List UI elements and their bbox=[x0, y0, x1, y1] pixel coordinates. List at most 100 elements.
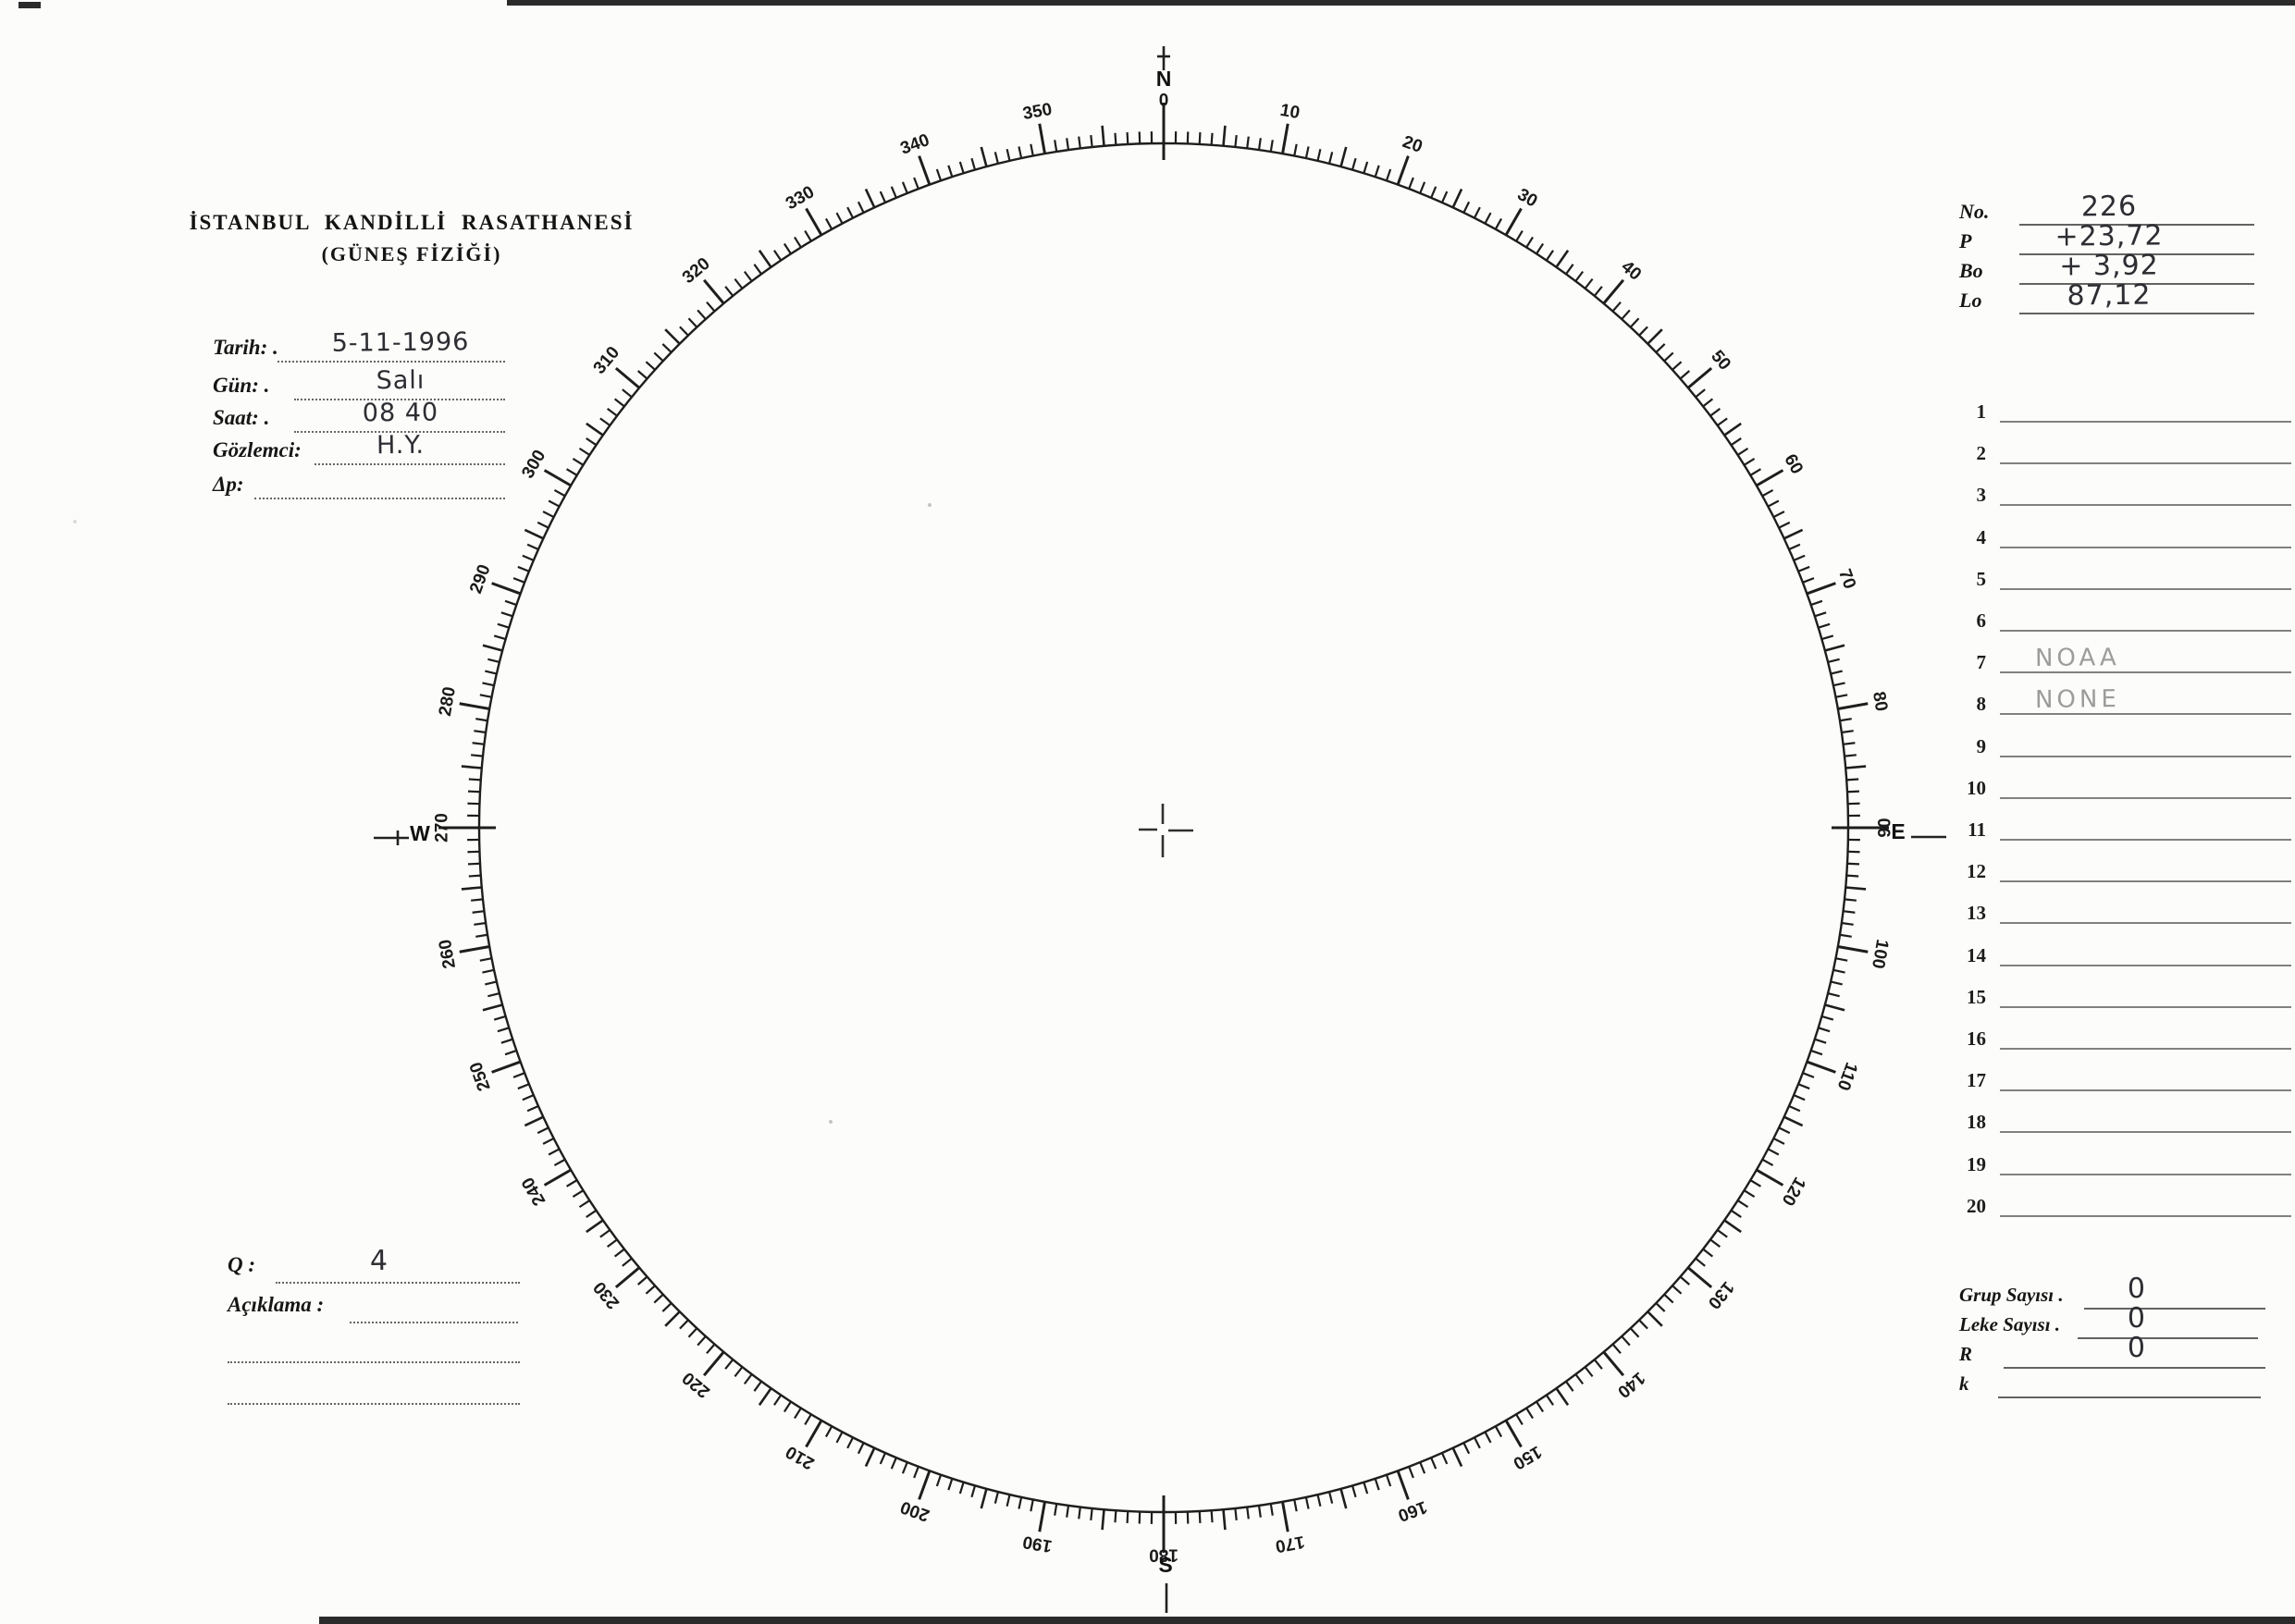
region-row-line bbox=[2000, 755, 2291, 757]
summary-field-line bbox=[2078, 1337, 2258, 1339]
scan-speck bbox=[928, 503, 932, 507]
cardinal-W: W bbox=[410, 821, 430, 845]
region-row-number: 9 bbox=[1976, 734, 1987, 757]
scan-speck bbox=[73, 520, 77, 523]
title-block: İSTANBUL KANDİLLİ RASATHANESİ (GÜNEŞ FİZ… bbox=[167, 211, 657, 266]
region-row-number: 4 bbox=[1976, 525, 1987, 548]
region-row-number: 2 bbox=[1976, 442, 1987, 465]
region-row-line bbox=[2000, 880, 2291, 883]
degree-label-30: 30 bbox=[1514, 185, 1541, 212]
degree-label-200: 200 bbox=[898, 1496, 932, 1525]
cardinal-S: S bbox=[1158, 1553, 1172, 1577]
region-row-line bbox=[2000, 1173, 2291, 1175]
eph-field-line bbox=[2019, 224, 2254, 226]
summary-field-label: R bbox=[1959, 1343, 1973, 1365]
summary-field-line bbox=[2004, 1367, 2265, 1369]
region-row-line bbox=[2000, 630, 2291, 632]
degree-label-350: 350 bbox=[1021, 100, 1054, 124]
region-row-line bbox=[2000, 1048, 2291, 1050]
degree-label-60: 60 bbox=[1780, 451, 1807, 478]
degree-label-0: 0 bbox=[1159, 92, 1169, 111]
scan-mark-corner bbox=[19, 2, 41, 8]
degree-label-160: 160 bbox=[1395, 1496, 1429, 1525]
solar-disk-circle bbox=[477, 141, 1850, 1514]
region-row-line bbox=[2000, 462, 2291, 465]
obs-field-line bbox=[278, 361, 505, 363]
aciklama-line2 bbox=[228, 1361, 520, 1363]
region-row-number: 1 bbox=[1976, 400, 1987, 423]
region-row-number: 6 bbox=[1976, 609, 1987, 632]
degree-label-270: 270 bbox=[433, 813, 452, 843]
cardinal-N: N bbox=[1156, 67, 1172, 91]
obs-field-value: 08 40 bbox=[362, 398, 439, 428]
eph-field-line bbox=[2019, 253, 2254, 255]
summary-field-value: 0 bbox=[2127, 1331, 2147, 1365]
observatory-subtitle: (GÜNEŞ FİZİĞİ) bbox=[321, 242, 502, 265]
summary-field-label: Grup Sayısı . bbox=[1959, 1284, 2064, 1306]
observatory-title: İSTANBUL KANDİLLİ RASATHANESİ bbox=[189, 211, 635, 234]
q-label: Q : bbox=[228, 1253, 256, 1276]
region-row-line bbox=[2000, 1214, 2291, 1217]
degree-label-120: 120 bbox=[1778, 1174, 1809, 1209]
region-row-line bbox=[2000, 504, 2291, 507]
region-row-line bbox=[2000, 964, 2291, 966]
region-row-line bbox=[2000, 587, 2291, 590]
region-row-number: 8 bbox=[1976, 693, 1987, 716]
scan-edge-top bbox=[507, 0, 2295, 6]
q-line bbox=[276, 1282, 520, 1284]
region-row-number: 11 bbox=[1968, 818, 1986, 841]
degree-label-100: 100 bbox=[1868, 938, 1892, 970]
obs-field-value: H.Y. bbox=[376, 430, 426, 461]
summary-field-value: 0 bbox=[2127, 1272, 2147, 1306]
region-row-number: 10 bbox=[1967, 776, 1986, 799]
region-row-number: 16 bbox=[1967, 1027, 1986, 1050]
summary-field-label: Leke Sayısı . bbox=[1959, 1313, 2061, 1335]
region-row-line bbox=[2000, 421, 2291, 423]
degree-label-130: 130 bbox=[1704, 1277, 1737, 1312]
summary-field-line bbox=[2084, 1308, 2265, 1310]
degree-label-80: 80 bbox=[1869, 690, 1891, 712]
eph-field-label: Bo bbox=[1959, 259, 1983, 282]
obs-field-line bbox=[315, 463, 505, 465]
region-row-number: 12 bbox=[1967, 860, 1986, 883]
aciklama-line3 bbox=[228, 1403, 520, 1405]
obs-field-label: Saat: . bbox=[213, 406, 270, 429]
summary-field-label: k bbox=[1959, 1372, 1969, 1395]
obs-field-label: Δp: bbox=[213, 473, 244, 496]
eph-field-label: No. bbox=[1959, 200, 1990, 223]
degree-label-240: 240 bbox=[518, 1174, 549, 1209]
degree-label-20: 20 bbox=[1400, 132, 1425, 157]
degree-label-230: 230 bbox=[590, 1277, 623, 1312]
degree-label-170: 170 bbox=[1274, 1532, 1306, 1556]
obs-field-label: Gözlemci: bbox=[213, 438, 302, 461]
degree-label-180: 180 bbox=[1149, 1545, 1178, 1565]
degree-label-320: 320 bbox=[679, 254, 714, 288]
eph-field-value: 87,12 bbox=[2067, 278, 2152, 313]
region-row-number: 13 bbox=[1967, 902, 1986, 925]
region-row-number: 3 bbox=[1976, 484, 1987, 507]
eph-field-line bbox=[2019, 283, 2254, 285]
aciklama-line bbox=[350, 1322, 518, 1323]
region-row-number: 7 bbox=[1976, 651, 1987, 674]
degree-label-90: 90 bbox=[1876, 818, 1895, 837]
degree-label-190: 190 bbox=[1021, 1532, 1054, 1556]
eph-field-line bbox=[2019, 313, 2254, 314]
eph-field-label: P bbox=[1959, 229, 1972, 252]
cardinal-E: E bbox=[1891, 819, 1905, 843]
degree-label-250: 250 bbox=[466, 1059, 495, 1093]
summary-field-value: 0 bbox=[2127, 1301, 2147, 1335]
region-row-number: 15 bbox=[1967, 985, 1986, 1008]
region-row-line bbox=[2000, 1005, 2291, 1008]
degree-label-300: 300 bbox=[518, 447, 549, 482]
degree-label-210: 210 bbox=[783, 1442, 818, 1473]
region-row-number: 14 bbox=[1967, 943, 1986, 966]
degree-label-290: 290 bbox=[466, 562, 495, 597]
region-row-line bbox=[2000, 922, 2291, 925]
region-row-line bbox=[2000, 671, 2291, 674]
region-row-number: 20 bbox=[1967, 1194, 1986, 1217]
aciklama-label: Açıklama : bbox=[228, 1293, 325, 1316]
scan-speck bbox=[829, 1120, 833, 1124]
degree-label-10: 10 bbox=[1278, 101, 1301, 123]
region-row-line bbox=[2000, 1131, 2291, 1134]
